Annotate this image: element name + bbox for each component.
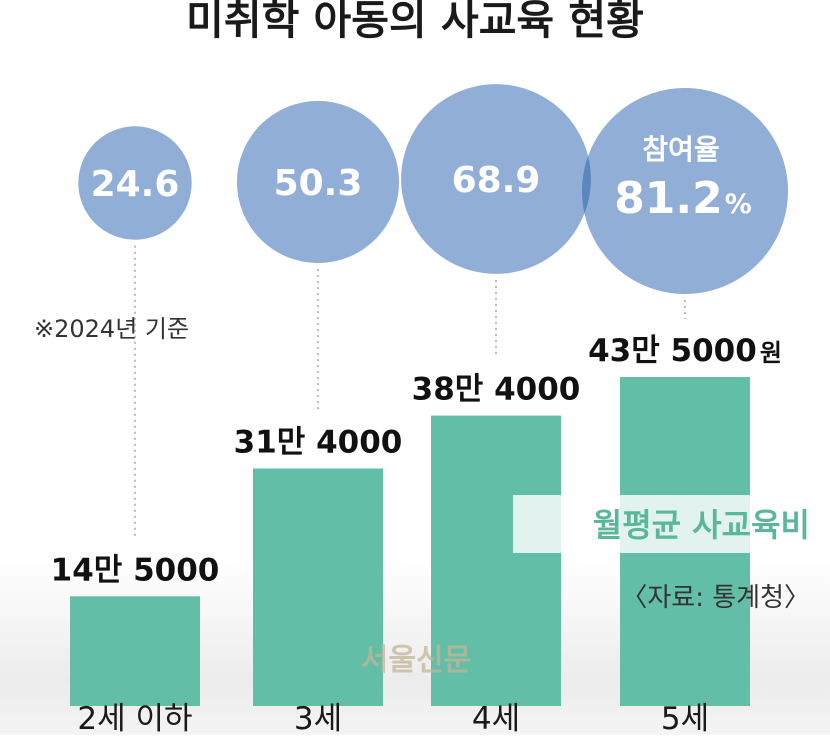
legend-spending: 월평균 사교육비 [593, 506, 810, 544]
spending-unit-label: 원 [760, 339, 782, 367]
source-note: 〈자료: 통계청〉 [621, 583, 810, 613]
spending-value-label: 31만 4000 [234, 425, 403, 461]
participation-bubbles [78, 84, 788, 294]
participation-rate-label: 참여율 [642, 133, 719, 166]
watermark-text: 서울신문 [361, 643, 471, 678]
age-tick-label: 4세 [472, 701, 520, 735]
participation-value-label: 68.9 [452, 160, 541, 201]
participation-unit-label: % [725, 189, 752, 220]
reference-year-note: ※2024년 기준 [34, 315, 189, 343]
participation-bubble [236, 100, 400, 264]
participation-bubble [401, 84, 591, 274]
spending-bar [431, 415, 561, 706]
age-tick-label: 5세 [661, 701, 709, 735]
leader-lines [134, 245, 686, 539]
participation-bubble [78, 126, 192, 240]
participation-value-label: 50.3 [274, 163, 363, 204]
spending-value-label: 14만 5000 [51, 552, 220, 588]
chart-title: 미취학 아동의 사교육 현황 [186, 0, 644, 44]
age-tick-labels: 2세 이하 3세 4세 5세 [77, 701, 709, 737]
spending-value-label: 43만 5000 원 [588, 333, 782, 369]
spending-bar [70, 596, 200, 706]
age-tick-label: 2세 이하 [77, 701, 192, 735]
age-tick-label: 3세 [294, 701, 342, 735]
spending-value-label: 38만 4000 [412, 372, 581, 408]
spending-bar [253, 468, 383, 706]
participation-bubble [582, 88, 788, 294]
legend-backdrop [513, 495, 830, 553]
participation-value-label: 24.6 [91, 164, 180, 205]
